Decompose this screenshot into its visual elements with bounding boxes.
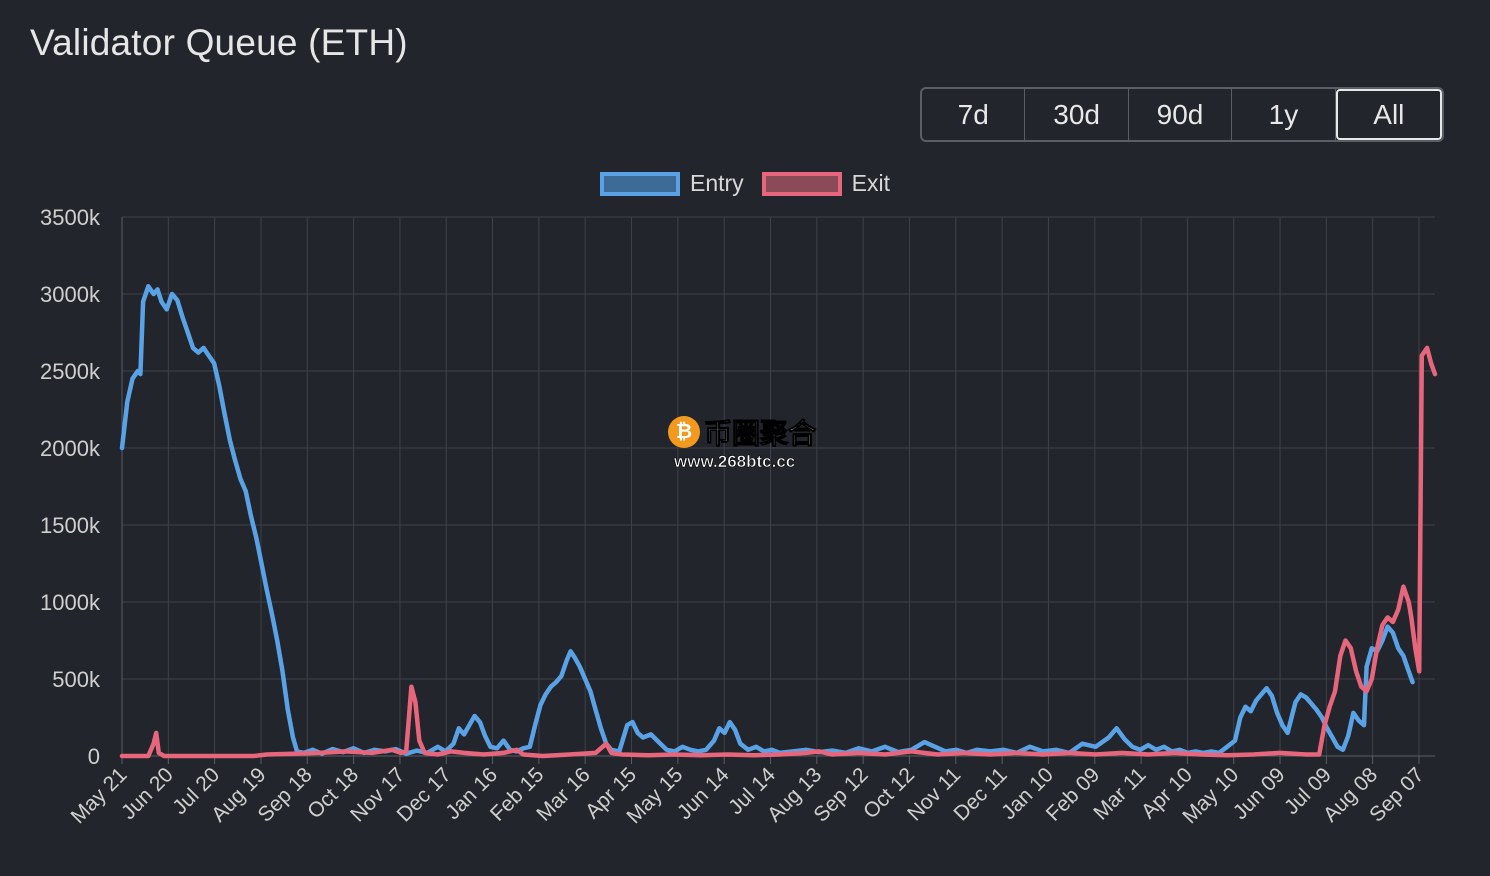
y-tick-label: 2000k — [40, 436, 101, 461]
range-button-30d[interactable]: 30d — [1025, 89, 1129, 140]
y-tick-label: 3000k — [40, 282, 101, 307]
x-tick-label: Jun 20 — [117, 763, 178, 824]
x-tick-label: Jun 09 — [1229, 763, 1290, 824]
range-button-all[interactable]: All — [1335, 89, 1442, 140]
legend-label-entry: Entry — [689, 170, 744, 196]
chart-legend: Entry Exit — [0, 170, 1490, 197]
x-tick-label: Dec 11 — [949, 763, 1011, 825]
x-tick-label: Feb 09 — [1042, 763, 1105, 826]
range-button-1y[interactable]: 1y — [1232, 89, 1336, 140]
y-tick-label: 0 — [88, 744, 100, 769]
series-line-exit — [119, 345, 1438, 759]
watermark-name: 币圈聚合 — [703, 418, 817, 450]
watermark: ₿ 币圈聚合 www.268btc.cc — [668, 412, 817, 472]
range-button-7d[interactable]: 7d — [922, 89, 1026, 140]
bitcoin-icon: ₿ — [668, 416, 700, 448]
x-tick-label: Mar 16 — [532, 763, 594, 825]
page-title: Validator Queue (ETH) — [30, 22, 408, 63]
y-tick-label: 1000k — [40, 590, 101, 615]
x-tick-label: Jun 14 — [673, 763, 734, 824]
legend-item-exit[interactable]: Exit — [761, 170, 891, 197]
y-tick-label: 2500k — [40, 359, 101, 384]
x-tick-label: Mar 11 — [1089, 763, 1150, 824]
legend-swatch-entry — [599, 171, 680, 196]
y-tick-label: 1500k — [40, 513, 101, 538]
legend-item-entry[interactable]: Entry — [599, 170, 744, 197]
legend-label-exit: Exit — [851, 170, 891, 196]
x-tick-label: May 21 — [67, 763, 132, 828]
y-tick-label: 3500k — [40, 205, 101, 230]
watermark-url: www.268btc.cc — [674, 452, 796, 472]
legend-swatch-exit — [761, 171, 842, 196]
range-button-90d[interactable]: 90d — [1129, 89, 1233, 140]
series-line-entry — [119, 284, 1415, 756]
time-range-selector: 7d 30d 90d 1y All — [920, 87, 1444, 142]
y-tick-label: 500k — [52, 667, 101, 692]
